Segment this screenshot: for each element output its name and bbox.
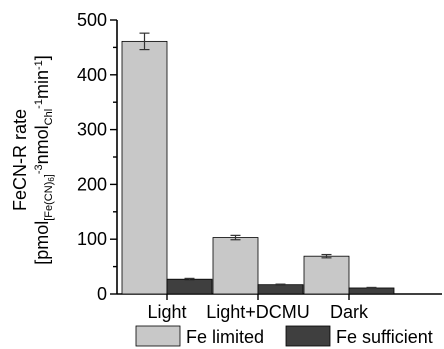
plot-area: 0 100 200 300 400 500 Light Light+DCMU Dark <box>77 10 442 322</box>
bar-fe-limited-light-dcmu <box>212 237 259 295</box>
y-tick-label: 300 <box>77 120 107 140</box>
x-tick-label: Light+DCMU <box>206 302 310 322</box>
bar-fe-limited-dark <box>303 255 350 295</box>
bar-fe-sufficient-light <box>166 278 213 295</box>
legend-label-fe-limited: Fe limited <box>186 327 264 347</box>
y-tick-label: 400 <box>77 65 107 85</box>
legend-label-fe-sufficient: Fe sufficient <box>336 327 433 347</box>
y-tick-label: 0 <box>97 284 107 304</box>
y-tick-label: 100 <box>77 229 107 249</box>
legend-swatch-fe-limited <box>135 325 181 347</box>
x-tick-label: Light <box>147 302 186 322</box>
y-axis-units-text: [pmol[Fe(CN)6]-3nmolChl-1min-1] <box>32 55 56 265</box>
bar-fe-limited-light <box>121 40 168 295</box>
x-tick-label: Dark <box>330 302 369 322</box>
legend-swatch-fe-sufficient <box>285 325 331 347</box>
y-tick-label: 200 <box>77 174 107 194</box>
legend: Fe limited Fe sufficient <box>135 325 433 347</box>
y-axis-units: [pmol[Fe(CN)6]-3nmolChl-1min-1] <box>32 55 56 265</box>
y-axis-label: FeCN-R rate <box>10 109 30 211</box>
y-axis-label-line1: FeCN-R rate <box>10 109 30 211</box>
y-tick-label: 500 <box>77 10 107 30</box>
bar-fe-sufficient-light-dcmu <box>257 284 304 295</box>
